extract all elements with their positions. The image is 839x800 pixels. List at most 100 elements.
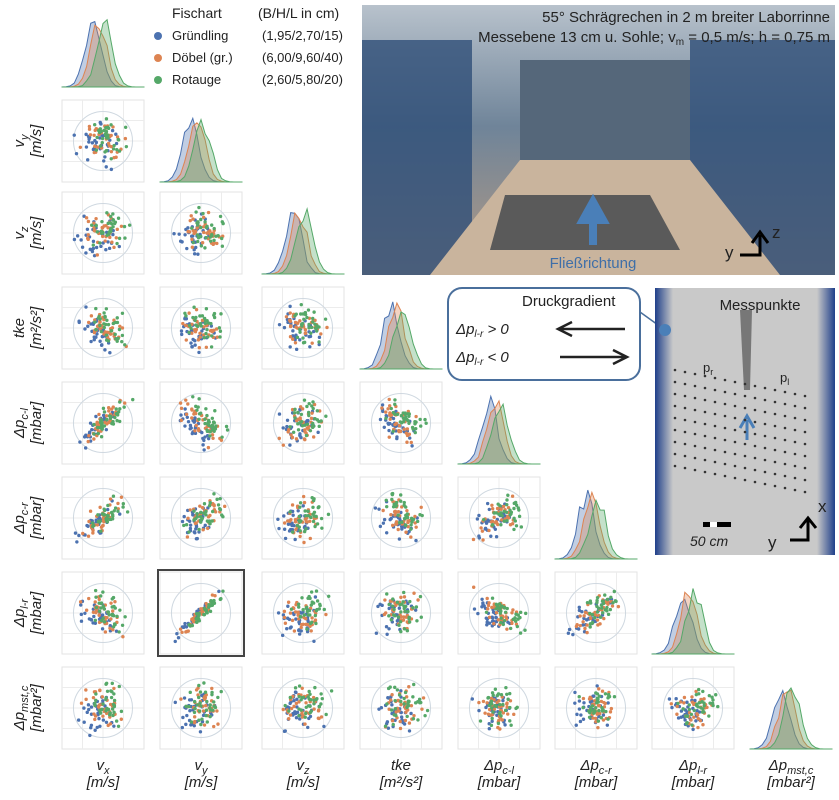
scatter-point	[193, 715, 196, 718]
scatter-point	[403, 517, 406, 520]
scatter-point	[214, 424, 217, 427]
scatter-point	[585, 623, 588, 626]
scatter-point	[102, 513, 105, 516]
scatter-point	[215, 498, 218, 501]
scatter-point	[310, 590, 313, 593]
scatter-point	[314, 614, 317, 617]
scatter-point	[299, 615, 302, 618]
scatter-point	[214, 427, 217, 430]
scatter-point	[291, 530, 294, 533]
scatter-point	[214, 235, 217, 238]
scatter-point	[286, 519, 289, 522]
scatter-point	[502, 505, 505, 508]
scatter-point	[594, 691, 597, 694]
scatter-point	[76, 234, 79, 237]
legend-title: Fischart	[172, 5, 222, 21]
scatter-point	[101, 226, 104, 229]
scatter-point	[404, 505, 407, 508]
measure-dot	[704, 375, 707, 378]
photo-subtitle-a: Messebene 13 cm u. Sohle; v	[478, 29, 676, 46]
scatter-point	[392, 608, 395, 611]
measure-dot	[804, 395, 807, 398]
var-unit: [mbar]	[671, 774, 715, 791]
scatter-point	[105, 165, 108, 168]
scatter-point	[207, 424, 210, 427]
scatter-point	[92, 423, 95, 426]
scatter-point	[83, 327, 86, 330]
scatter-point	[289, 311, 292, 314]
scatter-point	[306, 726, 309, 729]
measure-dot	[704, 471, 707, 474]
legend-dims: (6,00/9,60/40)	[262, 50, 343, 65]
measure-dot	[784, 463, 787, 466]
scatter-point	[501, 718, 504, 721]
scatter-point	[300, 708, 303, 711]
scatter-point	[514, 519, 517, 522]
scatter-point	[105, 414, 108, 417]
measure-dot	[714, 401, 717, 404]
density	[62, 20, 144, 87]
measure-dot	[754, 433, 757, 436]
scatter-point	[205, 225, 208, 228]
scatter-point	[112, 322, 115, 325]
scatter-point	[514, 613, 517, 616]
scatter-point	[101, 524, 104, 527]
scatter-point	[194, 210, 197, 213]
scatter-point	[397, 429, 400, 432]
scatter-point	[106, 222, 109, 225]
scatter-point	[110, 157, 113, 160]
scatter-point	[299, 529, 302, 532]
scatter-point	[201, 241, 204, 244]
scatter-point	[203, 417, 206, 420]
scatter-point	[497, 692, 500, 695]
scatter-point	[489, 535, 492, 538]
scatter-point	[213, 227, 216, 230]
scatter-point	[86, 525, 89, 528]
var-symbol: tke	[391, 757, 411, 774]
scatter-point	[487, 712, 490, 715]
scatter-point	[495, 521, 498, 524]
scatter-point	[686, 715, 689, 718]
scatter-point	[195, 221, 198, 224]
scatter-point	[288, 510, 291, 513]
scatter-point	[299, 405, 302, 408]
scatter-point	[508, 719, 511, 722]
scatter-point	[179, 413, 182, 416]
scatter-point	[88, 128, 91, 131]
scatter-point	[402, 702, 405, 705]
scatter-point	[198, 335, 201, 338]
scatter-point	[306, 597, 309, 600]
scatter-point	[506, 494, 509, 497]
scatter-point	[591, 613, 594, 616]
scatter-point	[90, 705, 93, 708]
scatter-point	[115, 407, 118, 410]
scatter-point	[80, 620, 83, 623]
scatter-point	[117, 138, 120, 141]
scatter-point	[179, 401, 182, 404]
scatter-point	[403, 610, 406, 613]
scatter-point	[93, 729, 96, 732]
scatter-point	[294, 341, 297, 344]
scatter-point	[298, 328, 301, 331]
scatter-point	[384, 410, 387, 413]
scatter-point	[487, 529, 490, 532]
scatter-point	[102, 414, 105, 417]
measure-dot	[804, 443, 807, 446]
scatter-point	[188, 324, 191, 327]
scatter-point	[299, 501, 302, 504]
scatter-point	[87, 137, 90, 140]
measure-dot	[764, 387, 767, 390]
measure-dot	[674, 441, 677, 444]
scatter-point	[319, 702, 322, 705]
measure-dot	[714, 473, 717, 476]
scatter-point	[391, 604, 394, 607]
scatter-point	[180, 419, 183, 422]
scatter-point	[205, 346, 208, 349]
scatter-point	[381, 403, 384, 406]
scatter-point	[291, 329, 294, 332]
scatter-point	[221, 244, 224, 247]
scatter-point	[325, 326, 328, 329]
scatter-point	[123, 615, 126, 618]
scatter-point	[105, 519, 108, 522]
scatter-point	[505, 693, 508, 696]
